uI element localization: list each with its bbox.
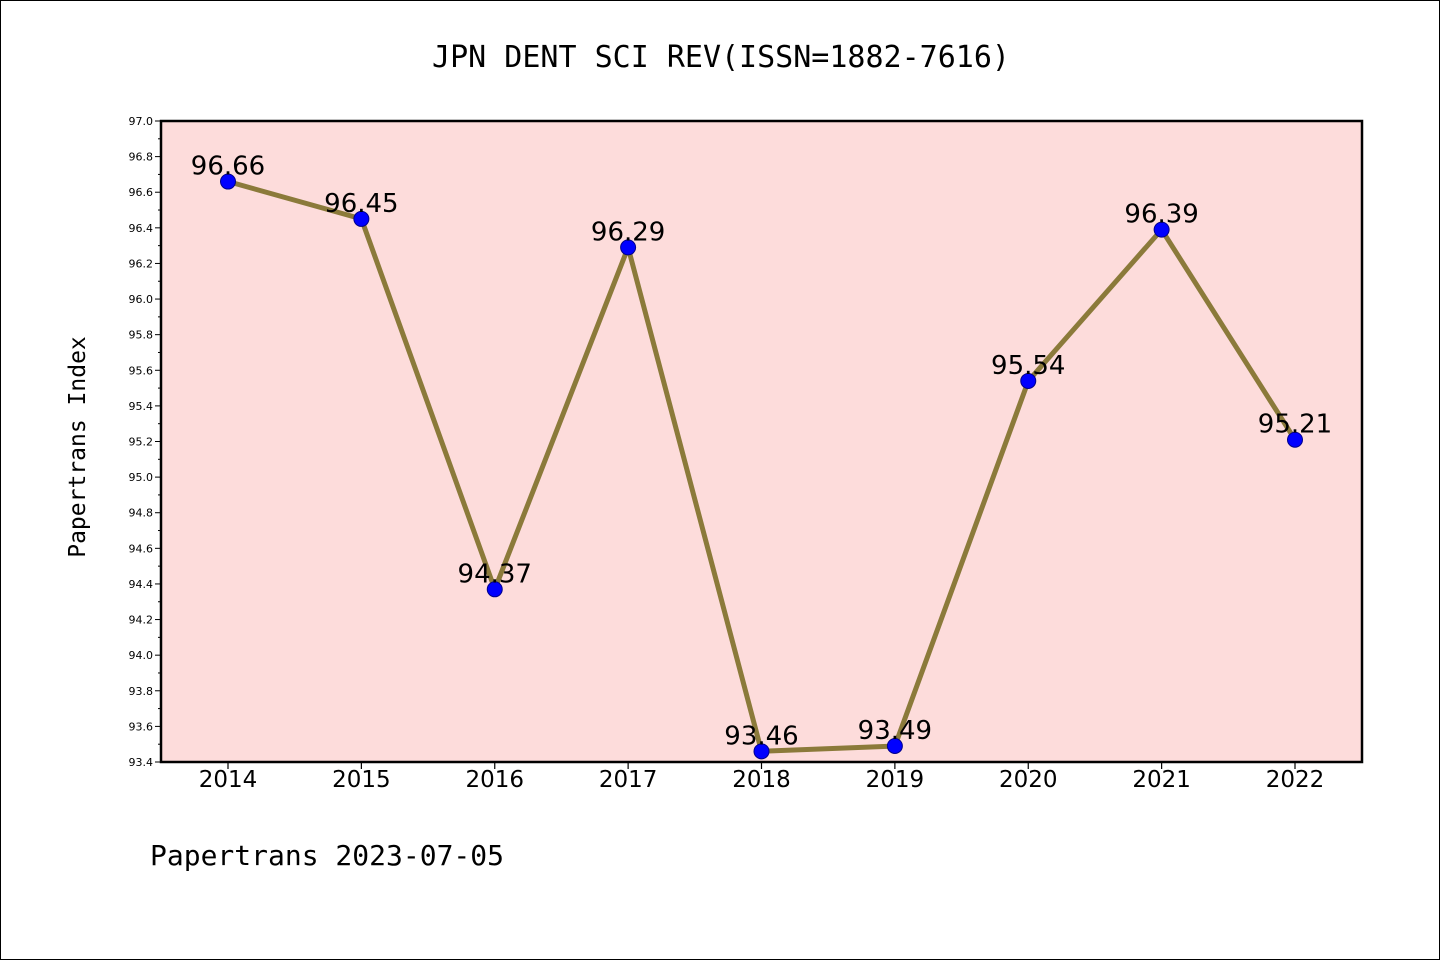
y-tick-label: 94.8 [129, 507, 154, 520]
data-point [1153, 221, 1170, 238]
data-series [220, 173, 1303, 760]
chart-title: JPN DENT SCI REV(ISSN=1882-7616) [432, 40, 1010, 75]
x-tick-label: 2018 [732, 767, 791, 793]
y-tick-label: 96.8 [129, 151, 154, 164]
y-axis-ticks: 93.4 93.6 93.8 94.0 94.2 94.4 94.6 94.8 95.0 95.2… [129, 115, 161, 769]
data-label: 93.49 [858, 716, 932, 746]
x-tick-label: 2020 [999, 767, 1058, 793]
data-point [353, 210, 370, 227]
x-tick-label: 2022 [1266, 767, 1325, 793]
data-point [753, 743, 770, 760]
data-label: 95.54 [991, 351, 1065, 381]
data-label: 96.39 [1124, 200, 1198, 230]
data-label: 96.45 [324, 189, 398, 219]
y-tick-label: 93.4 [129, 756, 154, 769]
y-tick-label: 93.8 [129, 685, 154, 698]
data-label: 93.46 [724, 721, 798, 751]
data-label: 94.37 [458, 559, 532, 589]
y-tick-label: 94.2 [129, 614, 154, 627]
data-label: 95.21 [1258, 410, 1332, 440]
y-tick-label: 96.6 [129, 186, 154, 199]
x-axis-ticks: 2014 2015 2016 2017 2018 2019 2020 2021 2022 [199, 762, 1325, 793]
x-tick-label: 2017 [599, 767, 658, 793]
y-tick-label: 96.2 [129, 257, 154, 270]
data-point [1020, 372, 1037, 389]
data-point [220, 173, 236, 190]
y-tick-label: 96.0 [129, 293, 154, 306]
y-tick-label: 95.8 [129, 329, 154, 342]
y-tick-label: 95.0 [129, 471, 154, 484]
y-tick-label: 94.4 [129, 578, 154, 591]
y-tick-label: 95.2 [129, 436, 154, 449]
data-point [620, 239, 637, 256]
y-tick-label: 96.4 [129, 222, 154, 235]
x-tick-label: 2014 [199, 767, 258, 793]
data-point [1287, 431, 1303, 448]
y-tick-label: 97.0 [129, 115, 154, 128]
data-label: 96.66 [191, 152, 265, 182]
data-point [486, 581, 503, 598]
x-tick-label: 2019 [866, 767, 925, 793]
data-label: 96.29 [591, 217, 665, 247]
y-tick-label: 95.6 [129, 364, 154, 377]
y-tick-label: 94.0 [129, 649, 154, 662]
x-tick-label: 2021 [1132, 767, 1191, 793]
data-point [886, 737, 903, 754]
y-tick-label: 95.4 [129, 400, 154, 413]
data-labels: 96.66 96.45 94.37 96.29 93.46 93.49 95.54 96.39… [191, 152, 1332, 752]
y-tick-label: 93.6 [129, 720, 154, 733]
y-axis-label: Papertrans Index [65, 336, 91, 558]
footer-text: Papertrans 2023-07-05 [150, 839, 504, 872]
x-tick-label: 2016 [465, 767, 524, 793]
y-tick-label: 94.6 [129, 542, 154, 555]
x-tick-label: 2015 [332, 767, 391, 793]
